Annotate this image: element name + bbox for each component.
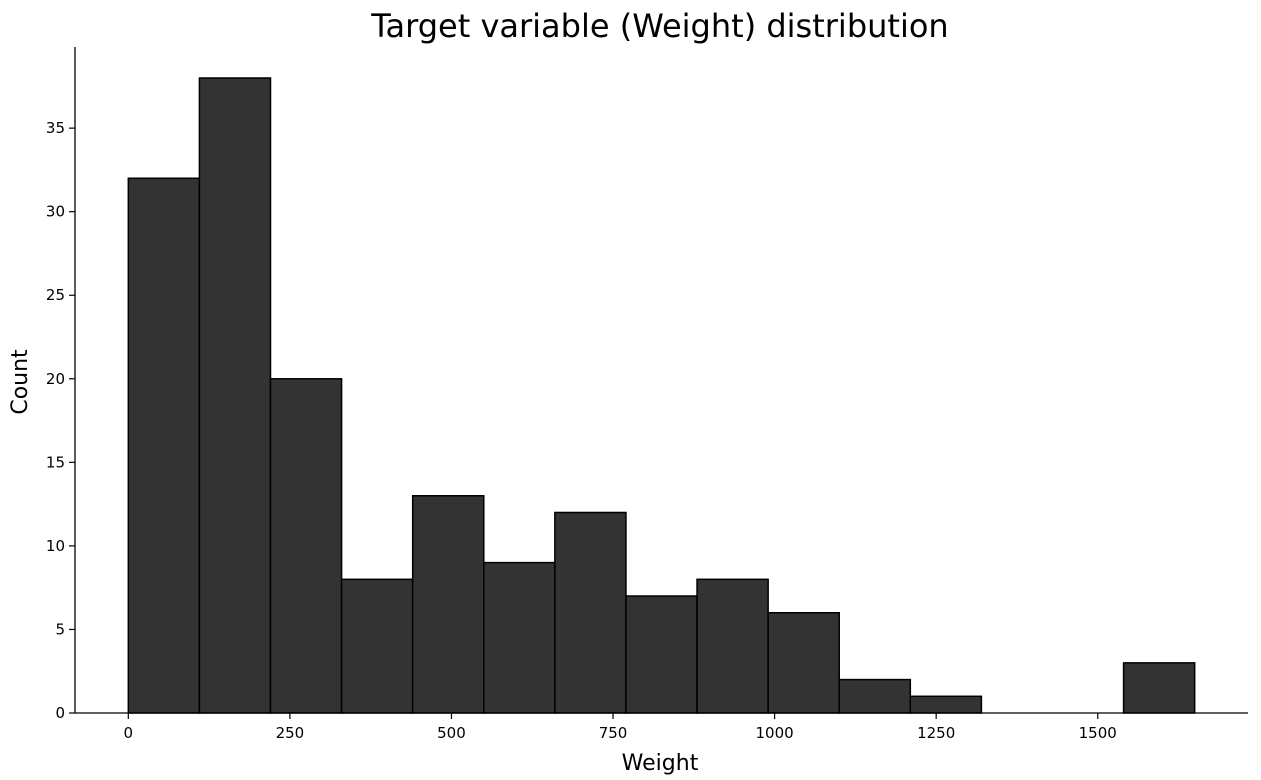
y-tick-label: 15: [46, 453, 65, 471]
histogram-bar: [838, 678, 912, 714]
y-tick-label: 10: [46, 537, 65, 555]
histogram-bar: [767, 611, 840, 714]
x-tick-label: 1250: [917, 724, 955, 742]
bars-group: [127, 77, 1196, 714]
histogram-bar: [696, 578, 769, 714]
y-tick-label: 25: [46, 286, 65, 304]
histogram-bar: [127, 177, 201, 714]
histogram-bar: [198, 77, 272, 714]
x-tick-label: 1000: [756, 724, 794, 742]
histogram-bar: [483, 561, 556, 714]
histogram-bar: [909, 695, 983, 714]
y-tick-label: 5: [55, 620, 65, 638]
x-tick-label: 750: [599, 724, 628, 742]
x-tick-label: 500: [437, 724, 466, 742]
x-tick-label: 0: [124, 724, 134, 742]
y-axis-ticks: 0 5 10 15 20 25 30 35: [46, 119, 75, 722]
histogram-bar: [554, 511, 627, 714]
histogram-bar: [625, 595, 698, 714]
histogram-bar: [411, 495, 485, 714]
y-tick-label: 30: [46, 203, 65, 221]
histogram-bar: [269, 378, 343, 714]
y-tick-label: 0: [55, 704, 65, 722]
chart-title: Target variable (Weight) distribution: [370, 7, 948, 45]
y-tick-label: 35: [46, 119, 65, 137]
x-axis-label: Weight: [622, 751, 699, 776]
x-tick-label: 1500: [1079, 724, 1117, 742]
y-tick-label: 20: [46, 370, 65, 388]
y-axis-label: Count: [8, 349, 33, 415]
histogram-bar: [1122, 662, 1196, 714]
x-axis-ticks: 0 250 500 750 1000 1250 1500: [124, 713, 1117, 742]
histogram-bar: [340, 578, 414, 714]
x-tick-label: 250: [276, 724, 305, 742]
